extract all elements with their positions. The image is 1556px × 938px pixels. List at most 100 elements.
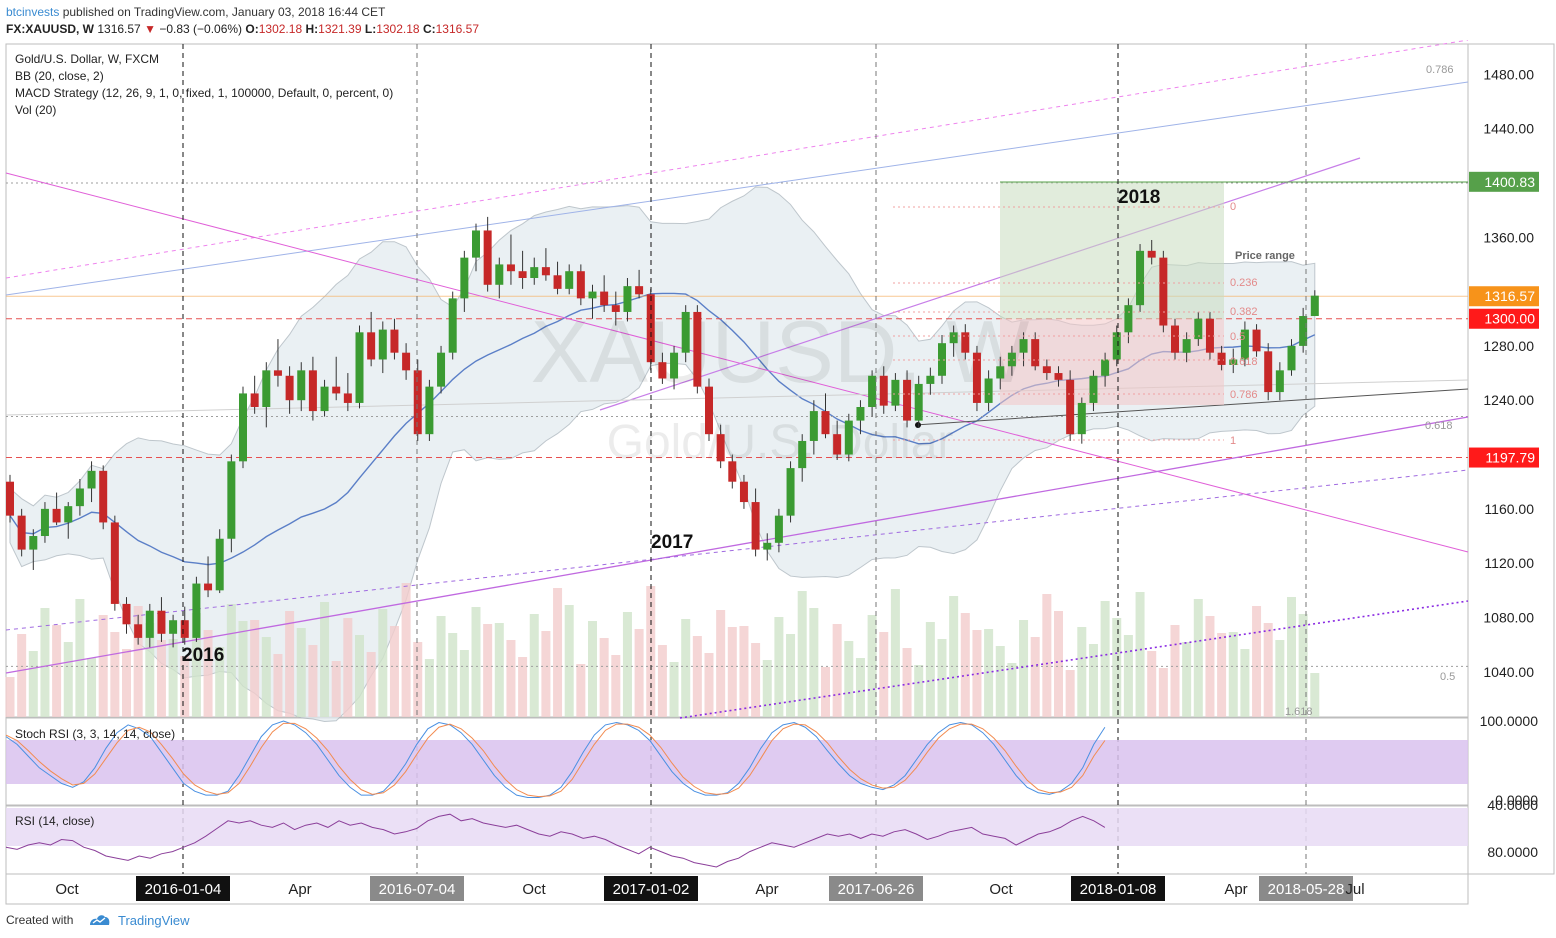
candle-up[interactable] <box>996 366 1005 379</box>
candle-up[interactable] <box>565 271 574 289</box>
candle-up[interactable] <box>472 230 480 258</box>
candle-down[interactable] <box>961 332 970 353</box>
candle-up[interactable] <box>1194 318 1203 340</box>
candle-down[interactable] <box>506 264 515 272</box>
candle-up[interactable] <box>495 264 504 285</box>
candle-up[interactable] <box>297 370 306 401</box>
candle-down[interactable] <box>17 515 26 550</box>
candle-up[interactable] <box>64 506 73 523</box>
candle-up[interactable] <box>1310 295 1319 317</box>
candle-down[interactable] <box>6 481 14 516</box>
candle-down[interactable] <box>635 286 644 295</box>
candle-down[interactable] <box>518 271 527 278</box>
candle-down[interactable] <box>705 386 713 435</box>
candle-up[interactable] <box>798 440 807 469</box>
candle-down[interactable] <box>739 481 748 503</box>
candle-down[interactable] <box>134 624 143 638</box>
candle-up[interactable] <box>1299 316 1308 346</box>
candle-down[interactable] <box>157 610 166 634</box>
candle-down[interactable] <box>693 311 702 387</box>
candle-down[interactable] <box>751 502 760 550</box>
candle-up[interactable] <box>949 332 958 344</box>
time-axis[interactable] <box>5 873 1469 905</box>
candle-up[interactable] <box>145 610 154 638</box>
candle-down[interactable] <box>285 375 294 401</box>
candle-up[interactable] <box>1112 332 1121 360</box>
year-2017-label[interactable]: 2017 <box>651 532 693 553</box>
candle-down[interactable] <box>1252 329 1261 352</box>
candle-down[interactable] <box>903 379 912 421</box>
candle-down[interactable] <box>611 305 620 312</box>
candle-up[interactable] <box>227 461 236 539</box>
candle-up[interactable] <box>681 311 690 353</box>
candle-up[interactable] <box>984 378 993 403</box>
candle-down[interactable] <box>110 522 119 604</box>
candle-down[interactable] <box>646 294 655 363</box>
tradingview-brand[interactable]: TradingView <box>118 913 190 928</box>
candle-down[interactable] <box>1264 351 1273 393</box>
candle-down[interactable] <box>879 375 888 406</box>
candle-up[interactable] <box>1077 402 1086 435</box>
candle-down[interactable] <box>1147 250 1156 258</box>
candle-down[interactable] <box>1031 339 1040 367</box>
year-2018-label[interactable]: 2018 <box>1118 187 1160 208</box>
candle-up[interactable] <box>1007 352 1016 367</box>
candle-up[interactable] <box>786 468 795 516</box>
candle-down[interactable] <box>1217 352 1226 365</box>
candle-up[interactable] <box>448 298 457 353</box>
candle-down[interactable] <box>541 267 550 276</box>
candle-up[interactable] <box>355 332 364 403</box>
price-range-target-zone[interactable] <box>1000 182 1224 319</box>
candle-down[interactable] <box>1066 379 1075 435</box>
candle-up[interactable] <box>1182 339 1191 353</box>
candle-up[interactable] <box>169 620 178 634</box>
candle-down[interactable] <box>600 291 609 306</box>
candle-down[interactable] <box>483 230 492 285</box>
candle-up[interactable] <box>868 375 877 408</box>
candle-down[interactable] <box>99 470 108 523</box>
candle-up[interactable] <box>1101 359 1110 376</box>
candle-down[interactable] <box>308 370 317 412</box>
candle-up[interactable] <box>215 538 224 591</box>
candle-up[interactable] <box>891 379 900 406</box>
candle-down[interactable] <box>390 329 399 353</box>
candle-up[interactable] <box>763 542 772 550</box>
candle-up[interactable] <box>1136 250 1145 306</box>
candle-up[interactable] <box>914 383 923 421</box>
author-link[interactable]: btcinvests <box>6 5 60 19</box>
candle-down[interactable] <box>833 434 842 455</box>
candle-down[interactable] <box>402 352 411 371</box>
candle-up[interactable] <box>460 257 469 299</box>
candle-up[interactable] <box>856 407 865 421</box>
candle-down[interactable] <box>821 411 830 435</box>
candle-up[interactable] <box>670 352 679 379</box>
candle-down[interactable] <box>52 508 61 523</box>
candle-up[interactable] <box>29 536 38 550</box>
candle-up[interactable] <box>938 343 946 376</box>
candle-down[interactable] <box>250 393 259 408</box>
candle-down[interactable] <box>1054 373 1063 380</box>
chart-canvas[interactable]: XAUUSD, W Gold/U.S. Dollar 0 0.236 0.382 0.… <box>0 40 1556 905</box>
candle-up[interactable] <box>1240 329 1249 360</box>
candle-up[interactable] <box>239 393 247 462</box>
candle-up[interactable] <box>1287 345 1296 371</box>
candle-up[interactable] <box>530 267 539 278</box>
candle-up[interactable] <box>1089 375 1098 403</box>
candle-down[interactable] <box>1159 257 1168 326</box>
candle-up[interactable] <box>1019 339 1028 353</box>
candle-down[interactable] <box>1042 366 1051 374</box>
candle-down[interactable] <box>728 461 737 482</box>
candle-down[interactable] <box>122 603 131 625</box>
candle-down[interactable] <box>367 332 376 360</box>
candlesticks[interactable] <box>6 216 1319 648</box>
candle-up[interactable] <box>75 488 84 507</box>
candle-up[interactable] <box>1275 370 1284 393</box>
candle-up[interactable] <box>623 286 632 312</box>
candle-up[interactable] <box>40 508 49 537</box>
candle-up[interactable] <box>809 411 818 441</box>
candle-up[interactable] <box>926 375 935 384</box>
candle-down[interactable] <box>413 370 422 435</box>
fib-retracement[interactable]: 0 0.236 0.382 0.5 0.618 0.786 1 0.786 0.618 0.5 1.… <box>893 64 1455 718</box>
candle-up[interactable] <box>844 420 853 455</box>
candle-up[interactable] <box>1229 359 1238 365</box>
